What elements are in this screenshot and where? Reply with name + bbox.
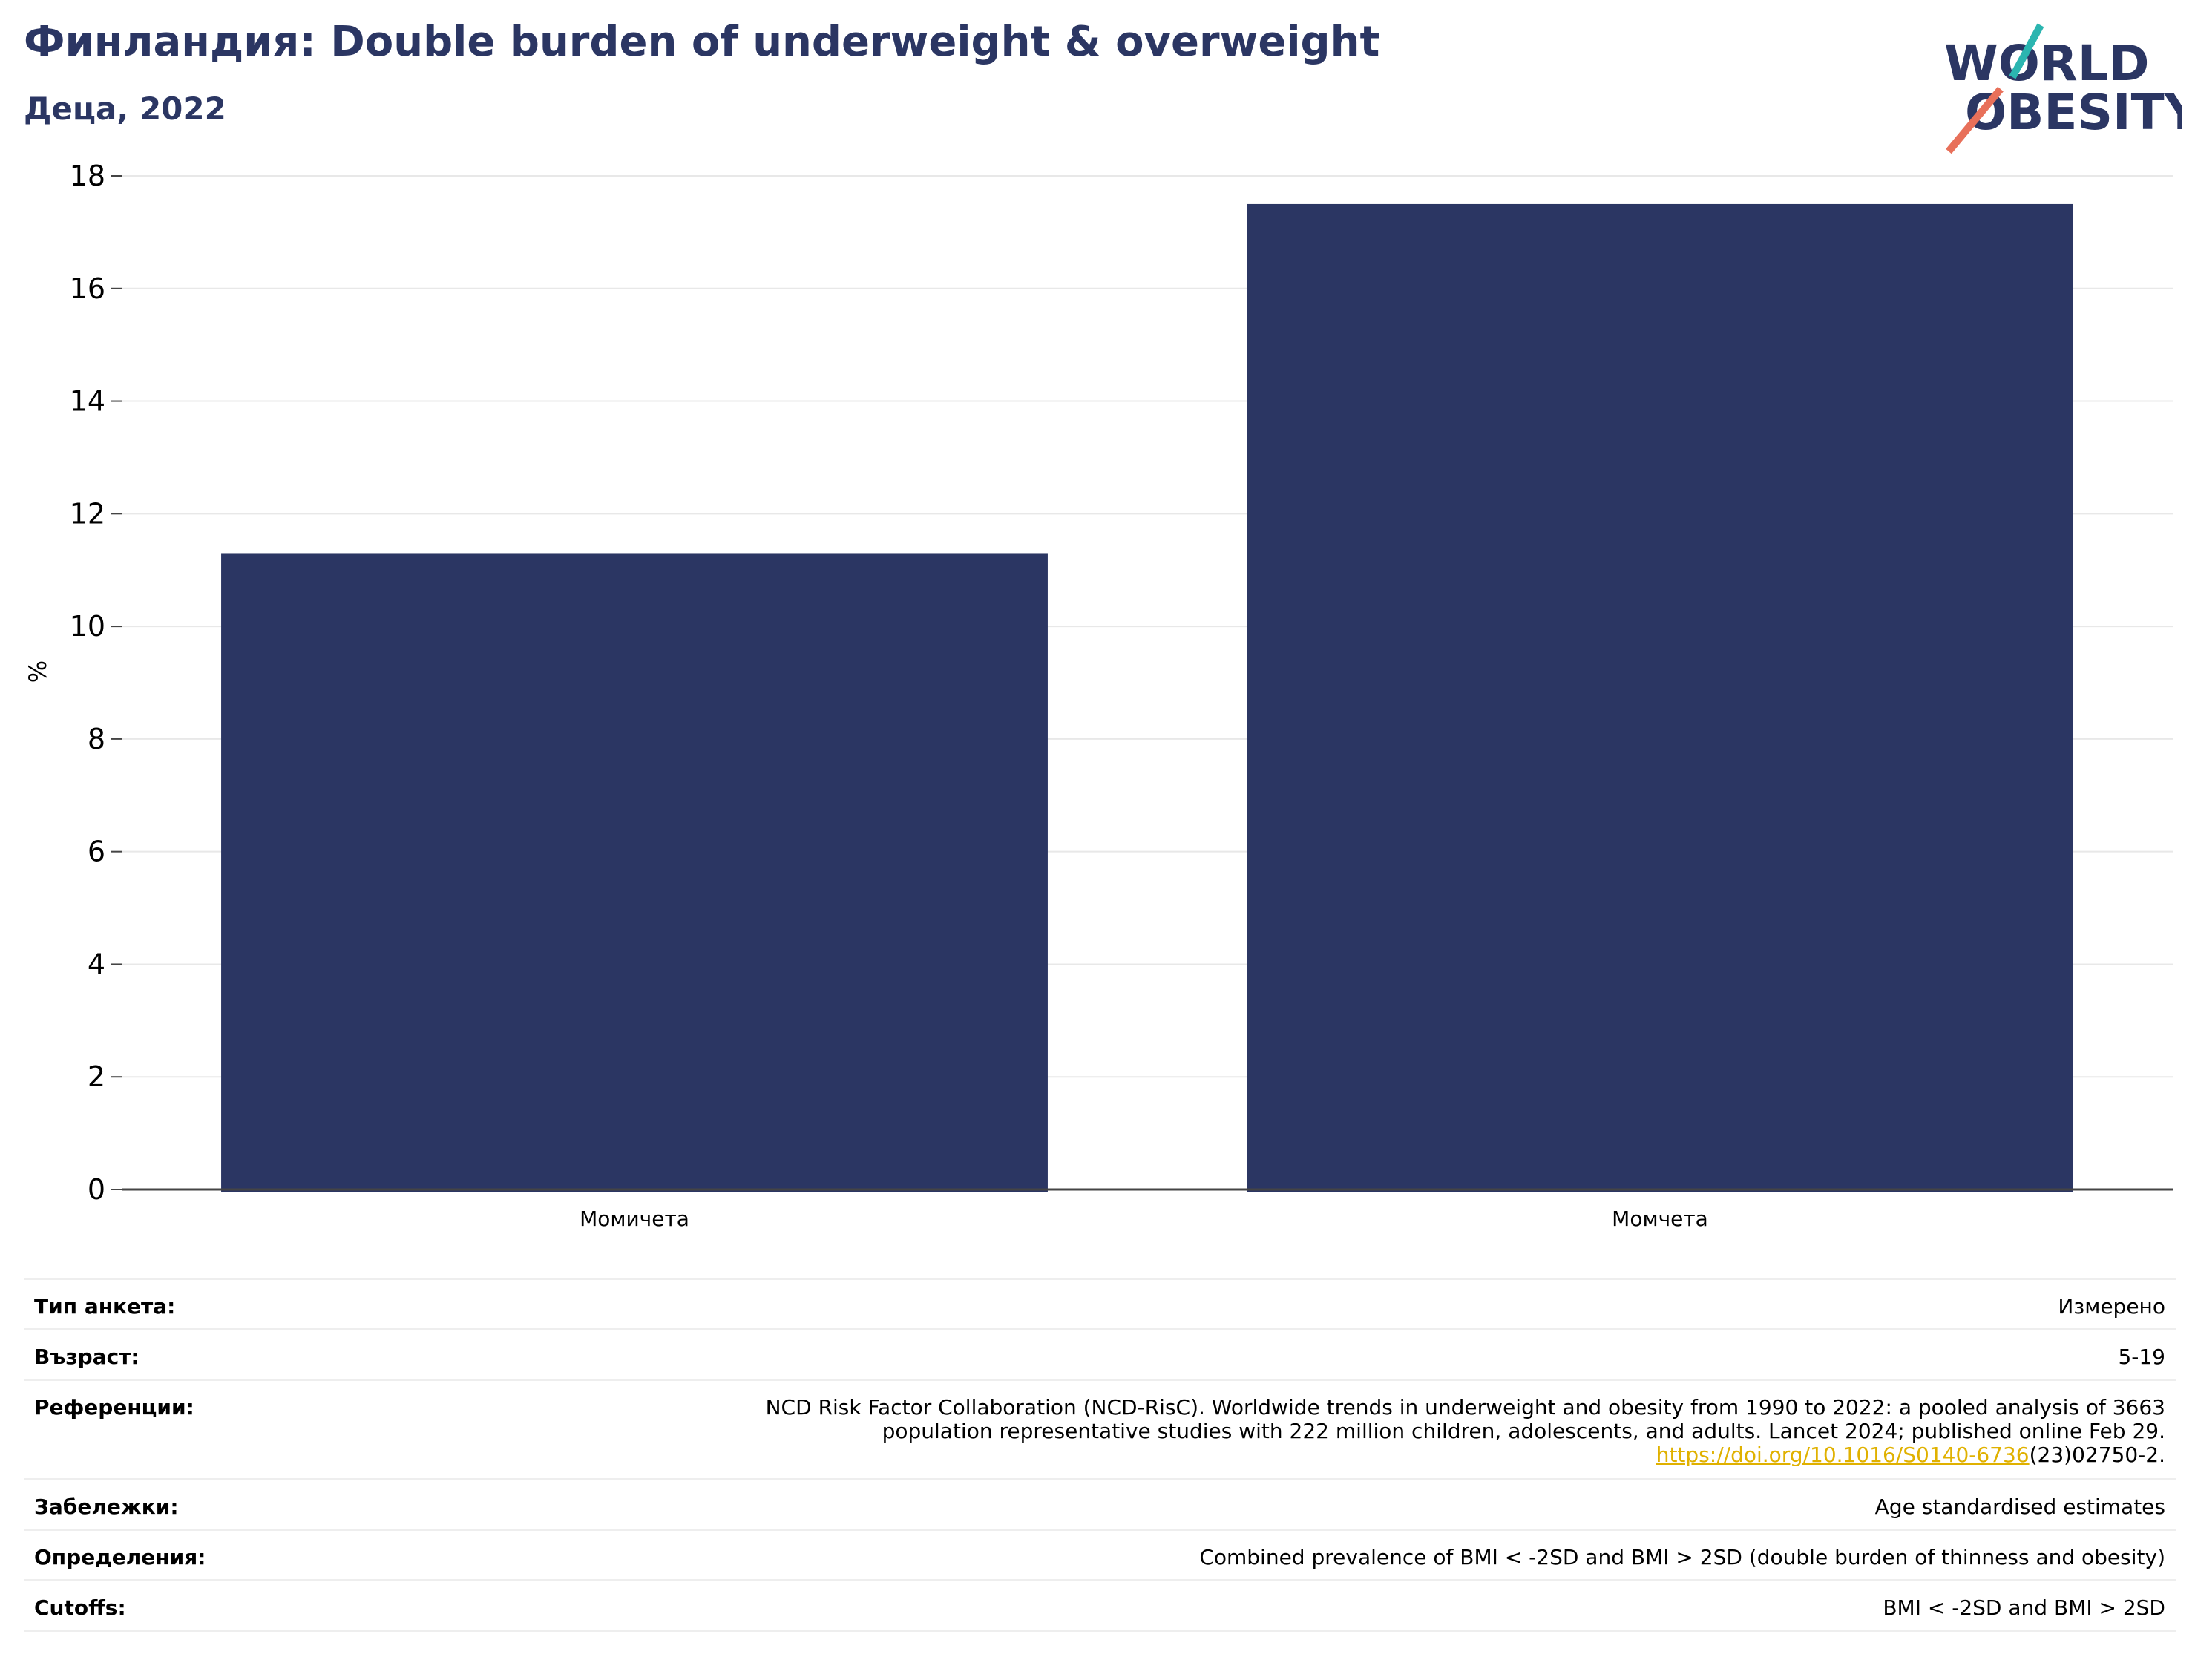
bar-2 [1247, 203, 2073, 1192]
meta-row-definitions: Определения: Combined prevalence of BMI … [24, 1529, 2176, 1581]
y-tick-label: 12 [70, 497, 105, 530]
y-tick-label: 4 [88, 948, 105, 980]
x-tick-label: Момичета [580, 1207, 689, 1231]
y-axis-label: % [24, 660, 52, 683]
y-tick-label: 16 [70, 272, 105, 305]
meta-value: Измерено [469, 1278, 2176, 1330]
meta-label: Референции: [24, 1379, 469, 1480]
x-tick-label: Момчета [1612, 1207, 1708, 1231]
y-tick-label: 18 [70, 160, 105, 192]
y-tick-label: 6 [88, 836, 105, 868]
meta-value: BMI < -2SD and BMI > 2SD [469, 1579, 2176, 1632]
y-tick-labels: 0 2 4 6 8 10 12 14 16 18 [70, 160, 122, 1206]
y-tick-label: 0 [88, 1173, 105, 1206]
logo-slash-teal [2009, 23, 2044, 79]
meta-value: NCD Risk Factor Collaboration (NCD-RisC)… [469, 1379, 2176, 1480]
reference-line-3: https://doi.org/10.1016/S0140-6736(23)02… [479, 1443, 2165, 1467]
meta-row-survey-type: Тип анкета: Измерено [24, 1278, 2176, 1330]
meta-label: Cutoffs: [24, 1579, 469, 1632]
meta-label: Възраст: [24, 1328, 469, 1380]
meta-label: Определения: [24, 1529, 469, 1581]
meta-row-age: Възраст: 5-19 [24, 1328, 2176, 1380]
y-tick-label: 14 [70, 385, 105, 418]
metadata-table: Тип анкета: Измерено Възраст: 5-19 Рефер… [24, 1278, 2176, 1632]
meta-row-notes: Забележки: Age standardised estimates [24, 1478, 2176, 1530]
y-tick-label: 8 [88, 723, 105, 755]
page-subtitle: Деца, 2022 [24, 91, 226, 127]
reference-line-1: NCD Risk Factor Collaboration (NCD-RisC)… [765, 1395, 2165, 1420]
reference-line-2: population representative studies with 2… [882, 1419, 2165, 1443]
meta-label: Тип анкета: [24, 1278, 469, 1330]
y-tick-label: 2 [88, 1060, 105, 1093]
meta-row-cutoffs: Cutoffs: BMI < -2SD and BMI > 2SD [24, 1579, 2176, 1632]
doi-suffix: (23)02750-2. [2029, 1443, 2165, 1467]
meta-row-references: Референции: NCD Risk Factor Collaboratio… [24, 1379, 2176, 1480]
meta-label: Забележки: [24, 1478, 469, 1530]
bar-chart: 0 2 4 6 8 10 12 14 16 18 Момичета Момчета % [24, 160, 2173, 1231]
bars [221, 203, 2073, 1192]
page-title: Финландия: Double burden of underweight … [24, 18, 1380, 66]
meta-value: 5-19 [469, 1328, 2176, 1380]
bar-1 [221, 553, 1048, 1192]
y-tick-label: 10 [70, 610, 105, 643]
meta-value: Combined prevalence of BMI < -2SD and BM… [469, 1529, 2176, 1581]
world-obesity-logo: WORLD OBESITY [1944, 23, 2182, 154]
logo-slash-coral [1946, 86, 2004, 154]
x-tick-labels: Момичета Момчета [580, 1207, 1708, 1231]
doi-link[interactable]: https://doi.org/10.1016/S0140-6736 [1656, 1443, 2030, 1467]
meta-value: Age standardised estimates [469, 1478, 2176, 1530]
logo-line1: WORLD [1944, 35, 2150, 92]
